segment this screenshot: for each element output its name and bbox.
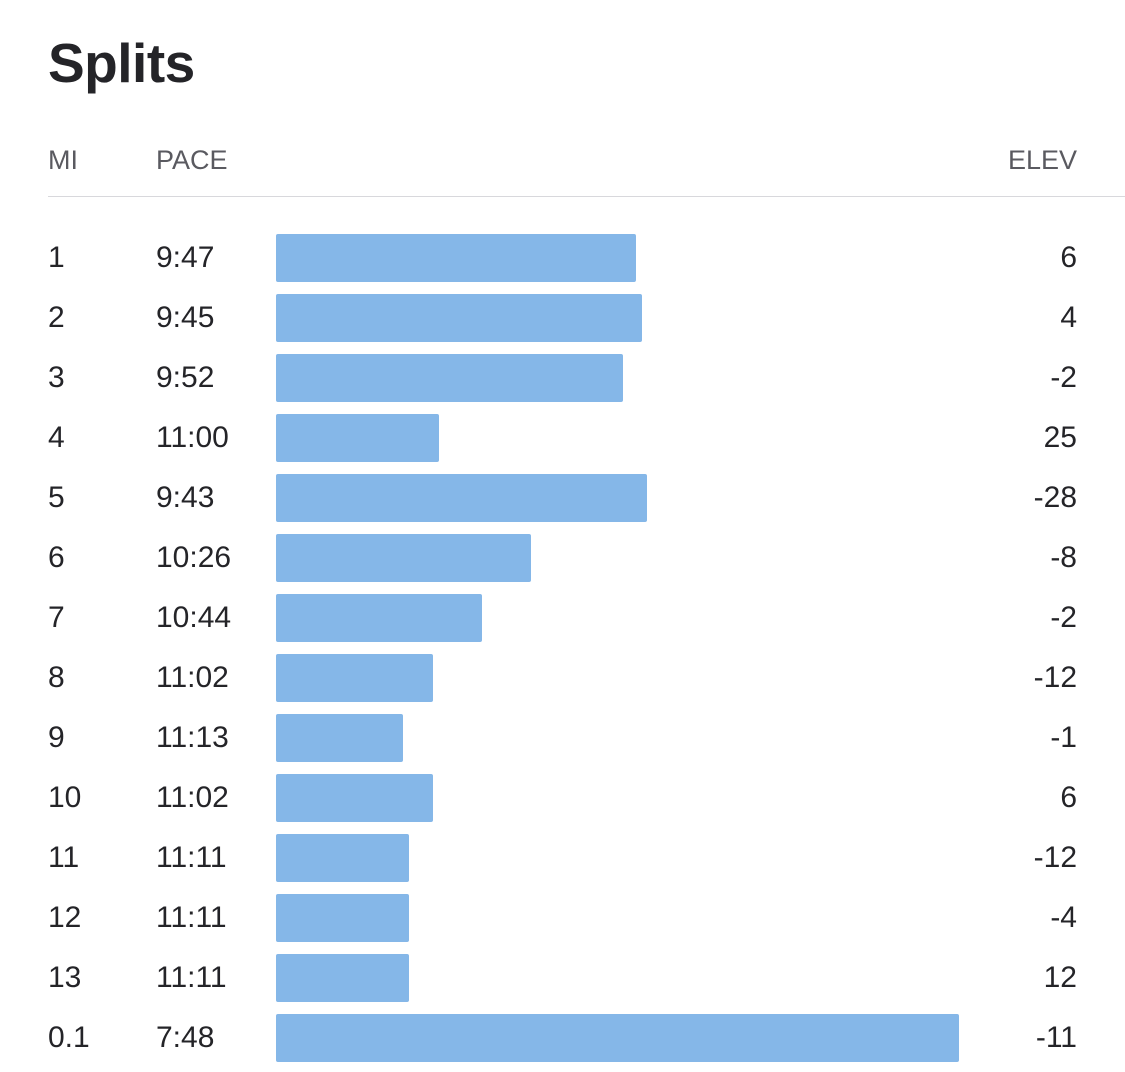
split-pace-bar: [276, 354, 623, 402]
split-pace-label: 11:00: [156, 421, 229, 454]
split-pace-label: 11:11: [156, 901, 227, 934]
split-elevation-label: -11: [1035, 1021, 1077, 1054]
split-pace-bar: [276, 714, 404, 762]
split-mile-label: 1: [48, 241, 65, 274]
split-row: 7 10:44 -2: [0, 588, 1125, 648]
header-divider: [48, 196, 1125, 197]
split-elevation-label: -28: [1033, 481, 1077, 514]
split-elevation-label: 12: [1043, 961, 1077, 994]
split-pace-bar: [276, 954, 409, 1002]
split-pace-label: 9:47: [156, 241, 215, 274]
split-pace-bar: [276, 894, 409, 942]
column-header-elev: ELEV: [1007, 145, 1077, 175]
split-pace-bar: [276, 1014, 959, 1062]
split-elevation-label: -12: [1033, 661, 1077, 694]
split-pace-label: 10:44: [156, 601, 232, 634]
split-row: 13 11:11 12: [0, 948, 1125, 1008]
split-row: 4 11:00 25: [0, 408, 1125, 468]
split-pace-bar: [276, 294, 642, 342]
split-pace-label: 9:52: [156, 361, 215, 394]
split-row: 0.1 7:48 -11: [0, 1008, 1125, 1068]
split-row: 5 9:43 -28: [0, 468, 1125, 528]
split-elevation-label: -12: [1033, 841, 1077, 874]
split-row: 10 11:02 6: [0, 768, 1125, 828]
split-mile-label: 12: [48, 901, 82, 934]
split-mile-label: 8: [48, 661, 65, 694]
split-row: 2 9:45 4: [0, 288, 1125, 348]
split-mile-label: 10: [48, 781, 82, 814]
split-mile-label: 2: [48, 301, 65, 334]
split-pace-bar: [276, 534, 531, 582]
split-mile-label: 13: [48, 961, 82, 994]
split-pace-bar: [276, 474, 648, 522]
split-mile-label: 4: [48, 421, 65, 454]
split-mile-label: 6: [48, 541, 65, 574]
split-row: 1 9:47 6: [0, 228, 1125, 288]
split-row: 8 11:02 -12: [0, 648, 1125, 708]
split-mile-label: 0.1: [48, 1021, 90, 1054]
split-pace-bar: [276, 234, 637, 282]
split-pace-label: 11:11: [156, 841, 227, 874]
split-pace-label: 11:11: [156, 961, 227, 994]
split-elevation-label: -1: [1050, 721, 1077, 754]
split-pace-bar: [276, 594, 482, 642]
split-elevation-label: -4: [1050, 901, 1077, 934]
split-elevation-label: -2: [1050, 361, 1077, 394]
split-pace-label: 11:02: [156, 661, 229, 694]
split-row: 3 9:52 -2: [0, 348, 1125, 408]
split-elevation-label: 6: [1060, 241, 1077, 274]
split-pace-bar: [276, 654, 434, 702]
split-mile-label: 11: [48, 841, 80, 874]
split-mile-label: 9: [48, 721, 65, 754]
split-pace-label: 11:02: [156, 781, 229, 814]
split-elevation-label: -2: [1050, 601, 1077, 634]
split-row: 9 11:13 -1: [0, 708, 1125, 768]
split-mile-label: 5: [48, 481, 65, 514]
split-pace-bar: [276, 774, 434, 822]
split-elevation-label: 25: [1043, 421, 1077, 454]
split-elevation-label: -8: [1050, 541, 1077, 574]
split-pace-label: 7:48: [156, 1021, 215, 1054]
split-row: 6 10:26 -8: [0, 528, 1125, 588]
split-mile-label: 7: [48, 601, 65, 634]
split-pace-label: 9:45: [156, 301, 215, 334]
split-pace-label: 10:26: [156, 541, 232, 574]
split-row: 11 11:11 -12: [0, 828, 1125, 888]
column-header-pace: PACE: [156, 145, 228, 175]
split-pace-bar: [276, 414, 439, 462]
split-row: 12 11:11 -4: [0, 888, 1125, 948]
split-mile-label: 3: [48, 361, 65, 394]
split-pace-label: 9:43: [156, 481, 215, 514]
page-title: Splits: [48, 32, 195, 94]
splits-header-row: MI PACE ELEV: [48, 140, 1125, 180]
split-pace-label: 11:13: [156, 721, 229, 754]
column-header-mi: MI: [48, 145, 78, 175]
split-pace-bar: [276, 834, 409, 882]
split-elevation-label: 6: [1060, 781, 1077, 814]
split-elevation-label: 4: [1060, 301, 1077, 334]
